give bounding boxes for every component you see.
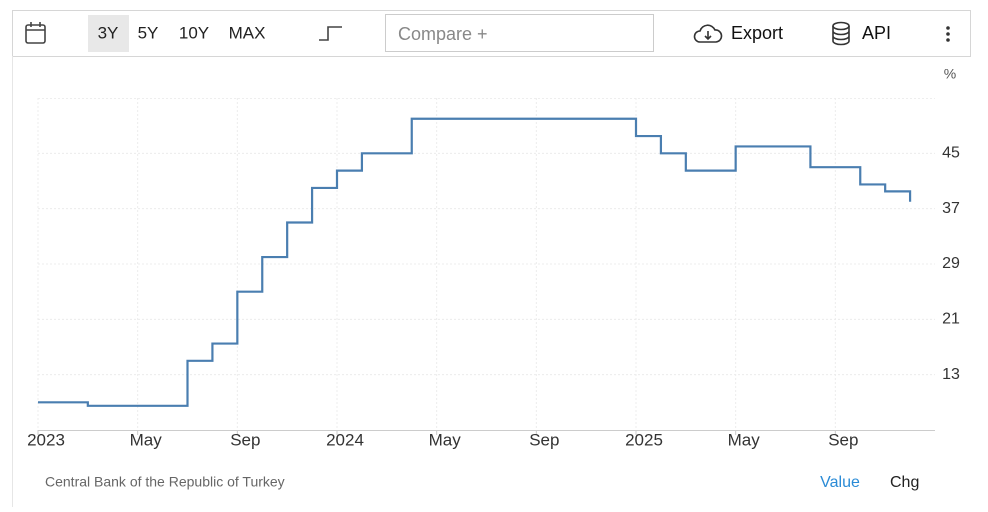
more-menu[interactable] [946,26,950,42]
rate-line [38,117,912,407]
y-tick-label: 29 [942,255,960,272]
x-tick-label: May [728,430,761,449]
compare-box[interactable] [385,14,654,52]
api-button[interactable]: API [862,23,891,43]
value-tab[interactable]: Value [820,474,860,491]
x-tick-label: 2023 [27,430,65,449]
cloud-icon[interactable] [693,24,723,43]
y-tick-label: 21 [942,311,960,328]
export-button[interactable]: Export [731,23,783,43]
source: Central Bank of the Republic of Turkey [45,474,285,490]
x-tick-label: May [429,430,462,449]
range-button[interactable]: 10Y [179,23,209,42]
y-tick-label: 45 [942,145,960,162]
unit-label: % [944,66,956,82]
y-tick-label: 37 [942,200,960,217]
range-selected-bg [88,15,129,52]
x-tick-label: 2024 [326,430,364,449]
x-tick-label: Sep [230,430,260,449]
calendar-icon[interactable] [25,22,46,44]
x-tick-label: Sep [529,430,559,449]
compare-input[interactable]: Compare + [398,24,488,44]
x-tick-label: 2025 [625,430,663,449]
x-tick-label: Sep [828,430,858,449]
step-icon[interactable] [319,26,342,41]
y-tick-label: 13 [942,366,960,383]
range-button[interactable]: MAX [229,23,266,42]
database-icon[interactable] [832,21,850,46]
chg-tab[interactable]: Chg [890,474,919,491]
x-tick-label: May [130,430,163,449]
range-button[interactable]: 3Y [98,23,119,42]
range-button[interactable]: 5Y [138,23,159,42]
